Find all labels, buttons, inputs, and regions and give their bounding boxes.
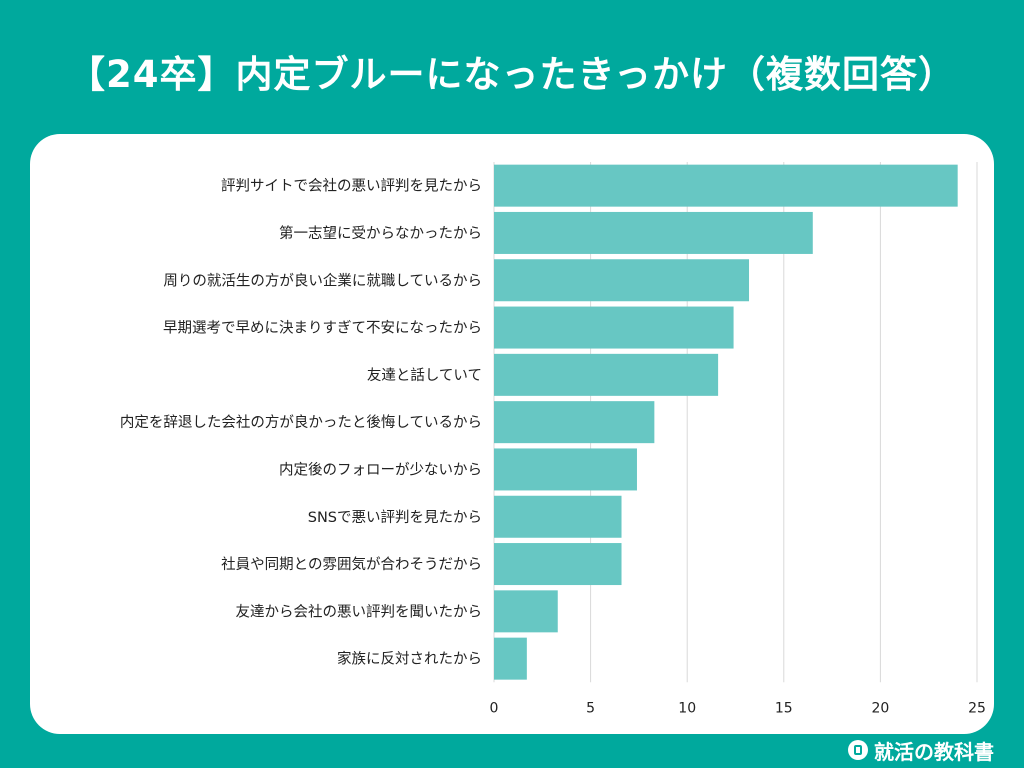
bar xyxy=(494,353,719,396)
page-title: 【24卒】内定ブルーになったきっかけ（複数回答） xyxy=(67,53,956,96)
bar xyxy=(494,259,750,302)
category-label: 友達と話していて xyxy=(367,367,482,384)
brand-logo-icon xyxy=(848,740,868,760)
bar-chart: 評判サイトで会社の悪い評判を見たから第一志望に受からなかったから周りの就活生の方… xyxy=(120,162,986,716)
x-tick-label: 25 xyxy=(968,700,986,716)
brand-name: 就活の教科書 xyxy=(874,739,994,764)
category-label: 早期選考で早めに決まりすぎて不安になったから xyxy=(163,320,482,337)
bar xyxy=(494,637,527,680)
bar xyxy=(494,448,637,491)
category-label: 第一志望に受からなかったから xyxy=(279,224,482,242)
category-labels: 評判サイトで会社の悪い評判を見たから第一志望に受からなかったから周りの就活生の方… xyxy=(120,178,482,668)
x-tick-label: 10 xyxy=(678,700,696,716)
chart-card: 評判サイトで会社の悪い評判を見たから第一志望に受からなかったから周りの就活生の方… xyxy=(30,134,994,734)
x-tick-label: 5 xyxy=(586,700,595,716)
category-label: 内定を辞退した会社の方が良かったと後悔しているから xyxy=(120,414,482,431)
x-axis-ticks: 0 5 10 15 20 25 xyxy=(490,700,986,716)
bars xyxy=(494,164,958,680)
x-tick-label: 15 xyxy=(775,700,793,716)
x-tick-label: 20 xyxy=(871,700,889,716)
bar xyxy=(494,590,558,633)
bar xyxy=(494,495,622,538)
category-label: 社員や同期との雰囲気が合わそうだから xyxy=(221,556,482,573)
category-label: SNSで悪い評判を見たから xyxy=(308,509,482,526)
bar xyxy=(494,164,958,207)
bar xyxy=(494,306,734,349)
bar xyxy=(494,543,622,586)
category-label: 友達から会社の悪い評判を聞いたから xyxy=(236,603,483,620)
brand-footer: 就活の教科書 xyxy=(848,736,994,764)
category-label: 周りの就活生の方が良い企業に就職しているから xyxy=(163,271,482,289)
x-tick-label: 0 xyxy=(490,700,499,716)
bar xyxy=(494,211,813,254)
bar xyxy=(494,401,655,444)
category-label: 評判サイトで会社の悪い評判を見たから xyxy=(221,178,482,195)
category-label: 家族に反対されたから xyxy=(337,651,482,668)
category-label: 内定後のフォローが少ないから xyxy=(279,461,482,478)
